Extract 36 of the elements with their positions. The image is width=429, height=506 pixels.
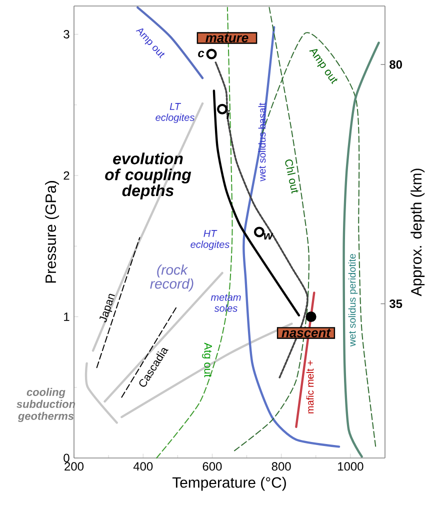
y-tick-label: 1 xyxy=(64,312,70,321)
annotation: metam soles xyxy=(211,294,241,312)
annotation: Atg out xyxy=(202,342,212,378)
y2-axis-title: Approx. depth (km) xyxy=(410,168,425,296)
annotation: wet solidus basalt xyxy=(258,102,266,182)
y2-tick-label: 35 xyxy=(390,300,402,308)
point xyxy=(206,48,218,60)
series-label: c xyxy=(198,50,204,58)
annotation: LT eclogites xyxy=(156,103,195,123)
y-tick-label: 3 xyxy=(64,30,70,38)
x-tick-label: 200 xyxy=(64,462,84,471)
y-tick-label: 2 xyxy=(64,171,70,180)
y-axis-title: Pressure (GPa) xyxy=(45,181,60,283)
x-axis-title: Temperature (°C) xyxy=(172,476,286,491)
x-tick-label: 800 xyxy=(272,462,292,471)
annotation: Japan xyxy=(100,294,116,322)
annotation: Chl out xyxy=(285,159,299,194)
point xyxy=(306,311,317,322)
point xyxy=(254,226,265,238)
annotation: evolution of coupling depths xyxy=(105,152,192,200)
point xyxy=(217,104,228,114)
annotation: HT eclogites xyxy=(190,230,230,250)
series-label: i xyxy=(226,110,230,119)
x-tick-label: 400 xyxy=(134,462,153,471)
x-tick-label: 600 xyxy=(203,462,222,471)
line-series xyxy=(342,42,380,458)
x-tick-label: 1000 xyxy=(338,462,364,471)
series-label: w xyxy=(264,233,274,240)
annotation: nascent xyxy=(282,328,332,338)
annotation: wet solidus peridotite xyxy=(348,254,358,347)
annotation: mafic melt + xyxy=(306,360,314,414)
annotation: (rock record) xyxy=(150,264,194,292)
y2-tick-label: 80 xyxy=(390,60,402,69)
y-tick-label: 0 xyxy=(64,454,70,462)
annotation: mature xyxy=(206,34,248,42)
annotation: Amp out xyxy=(136,28,165,58)
